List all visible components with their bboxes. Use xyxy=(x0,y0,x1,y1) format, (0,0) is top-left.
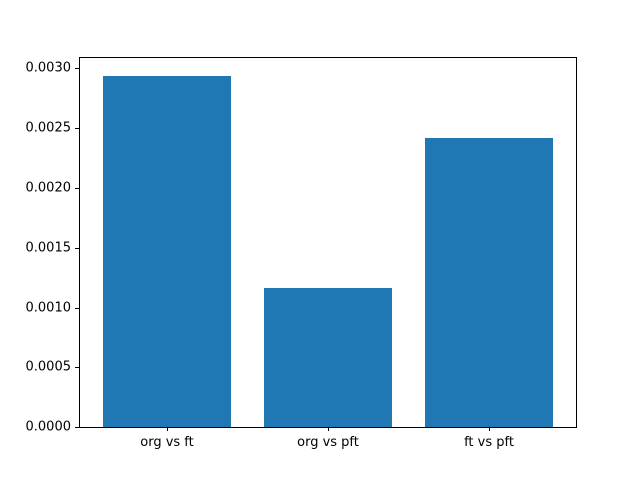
y-tick-label: 0.0005 xyxy=(25,359,72,375)
y-tick-label: 0.0025 xyxy=(25,120,72,136)
y-tick-mark xyxy=(75,427,79,428)
x-tick-label-org-vs-pft: org vs pft xyxy=(297,435,359,450)
x-tick-mark xyxy=(167,427,168,431)
y-tick-mark xyxy=(75,128,79,130)
y-tick-label: 0.0015 xyxy=(25,240,72,256)
y-tick-label: 0.0030 xyxy=(25,60,72,76)
plot-area: 0.0000 0.0005 0.0010 0.0015 0.0020 0.0025 0.00… xyxy=(26,57,577,449)
y-tick-label: 0.0010 xyxy=(25,300,72,315)
y-tick-mark xyxy=(75,68,79,70)
bar-org-vs-ft xyxy=(102,75,232,427)
y-tick-mark xyxy=(75,307,79,309)
y-tick-label: 0.0000 xyxy=(25,419,72,435)
y-tick-mark xyxy=(75,367,79,369)
x-tick-label-ft-vs-pft: ft vs pft xyxy=(464,435,514,450)
y-tick-label: 0.0020 xyxy=(25,180,72,196)
x-tick-mark xyxy=(489,427,490,431)
y-tick-mark xyxy=(75,187,79,189)
x-tick-label-org-vs-ft: org vs ft xyxy=(140,435,194,450)
bar-org-vs-pft xyxy=(263,288,393,427)
x-tick-mark xyxy=(328,427,329,431)
bar-ft-vs-pft xyxy=(424,137,554,427)
y-tick-mark xyxy=(75,247,79,249)
